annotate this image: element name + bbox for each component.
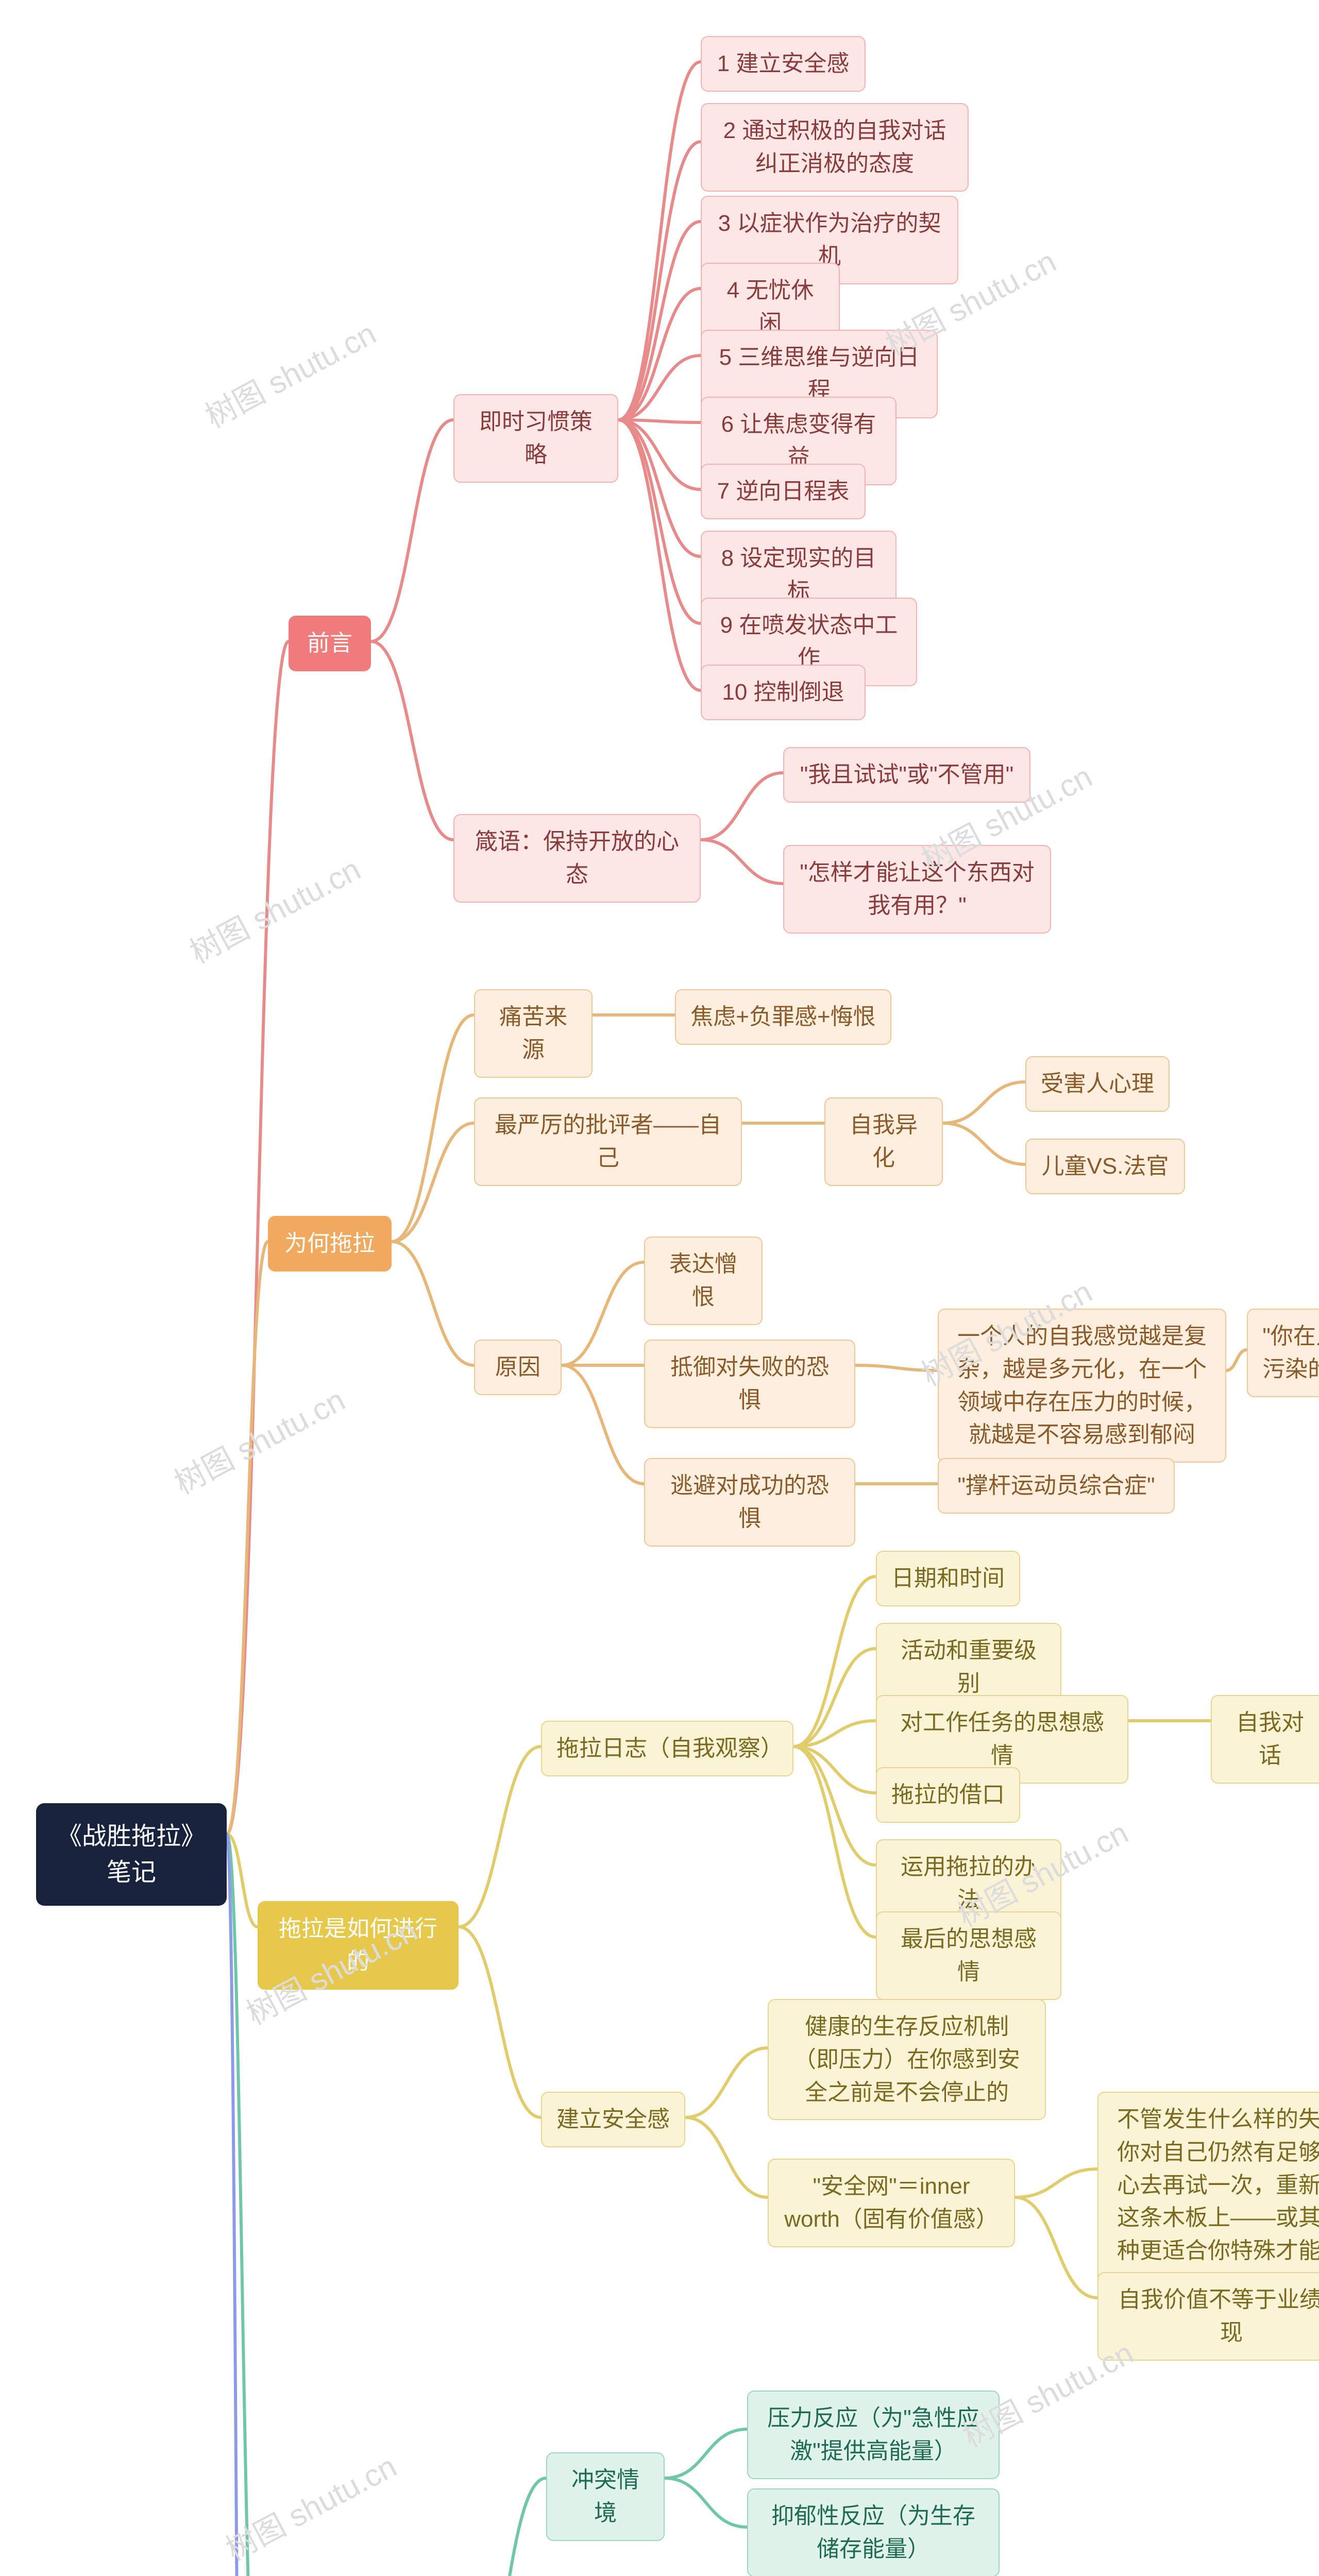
edge bbox=[701, 840, 783, 884]
edge bbox=[464, 2478, 546, 2576]
root-node[interactable]: 《战胜拖拉》笔记 bbox=[36, 1803, 227, 1906]
edge bbox=[618, 420, 701, 489]
watermark: 树图 shutu.cn bbox=[217, 2442, 403, 2569]
branch-header[interactable]: 拖拉是如何进行的 bbox=[258, 1901, 459, 1990]
edge bbox=[227, 1242, 268, 1834]
edge bbox=[618, 289, 701, 420]
mindmap-node[interactable]: 最严厉的批评者——自己 bbox=[474, 1097, 742, 1186]
edge bbox=[793, 1649, 876, 1747]
mindmap-node[interactable]: 儿童VS.法官 bbox=[1025, 1139, 1185, 1194]
mindmap-node[interactable]: "我且试试"或"不管用" bbox=[783, 747, 1030, 803]
mindmap-node[interactable]: 焦虑+负罪感+悔恨 bbox=[675, 989, 891, 1045]
edge bbox=[562, 1365, 644, 1484]
mindmap-node[interactable]: 表达憎恨 bbox=[644, 1236, 763, 1325]
mindmap-node[interactable]: 自我异化 bbox=[824, 1097, 943, 1186]
mindmap-node[interactable]: 箴语：保持开放的心态 bbox=[453, 814, 701, 903]
edge bbox=[371, 641, 453, 840]
mindmap-node[interactable]: 自我对话 bbox=[1211, 1695, 1319, 1784]
mindmap-node[interactable]: "你在人生中拥有这些不受污染的领域可以用作缓冲" bbox=[1247, 1309, 1319, 1397]
edge bbox=[618, 142, 701, 420]
mindmap-node[interactable]: 痛苦来源 bbox=[474, 989, 593, 1078]
mindmap-node[interactable]: 抵御对失败的恐惧 bbox=[644, 1340, 855, 1428]
edge bbox=[665, 2478, 747, 2527]
edge bbox=[618, 355, 701, 420]
mindmap-node[interactable]: 原因 bbox=[474, 1340, 562, 1395]
mindmap-node[interactable]: 1 建立安全感 bbox=[701, 36, 866, 92]
edge bbox=[855, 1365, 938, 1370]
edge bbox=[1015, 2197, 1097, 2298]
mindmap-node[interactable]: 建立安全感 bbox=[541, 2092, 685, 2147]
edge bbox=[618, 420, 701, 690]
mindmap-node[interactable]: "撑杆运动员综合症" bbox=[938, 1458, 1175, 1514]
mindmap-node[interactable]: 2 通过积极的自我对话纠正消极的态度 bbox=[701, 103, 969, 192]
edge bbox=[371, 420, 453, 641]
edge bbox=[943, 1082, 1025, 1123]
mindmap-node[interactable]: 拖拉的借口 bbox=[876, 1767, 1020, 1823]
mindmap-node[interactable]: 一个人的自我感觉越是复杂，越是多元化，在一个领域中存在压力的时候，就越是不容易感… bbox=[938, 1309, 1226, 1463]
edge bbox=[701, 773, 783, 840]
mindmap-node[interactable]: 受害人心理 bbox=[1025, 1056, 1170, 1112]
edge bbox=[665, 2429, 747, 2478]
edge bbox=[618, 420, 701, 623]
mindmap-node[interactable]: 健康的生存反应机制（即压力）在你感到安全之前是不会停止的 bbox=[768, 1999, 1046, 2120]
edge bbox=[392, 1015, 474, 1242]
watermark: 树图 shutu.cn bbox=[181, 845, 367, 972]
mindmap-canvas: 《战胜拖拉》笔记 前言 即时习惯策略 1 建立安全感 2 通过积极的自我对话纠正消极的态… bbox=[0, 0, 1319, 2576]
mindmap-node[interactable]: "安全网"＝inner worth（固有价值感） bbox=[768, 2159, 1015, 2247]
edge bbox=[459, 1927, 541, 2117]
watermark: 树图 shutu.cn bbox=[165, 1376, 352, 1503]
edge bbox=[459, 1747, 541, 1927]
edge bbox=[685, 2117, 768, 2197]
mindmap-node[interactable]: 抑郁性反应（为生存储存能量） bbox=[747, 2488, 1000, 2576]
mindmap-node[interactable]: 10 控制倒退 bbox=[701, 665, 866, 720]
mindmap-node[interactable]: 即时习惯策略 bbox=[453, 394, 618, 483]
edge bbox=[793, 1747, 876, 1937]
mindmap-node[interactable]: 逃避对成功的恐惧 bbox=[644, 1458, 855, 1547]
edge bbox=[793, 1721, 876, 1747]
branch-header[interactable]: 前言 bbox=[289, 616, 371, 671]
edge bbox=[392, 1123, 474, 1242]
edge bbox=[227, 1834, 258, 1927]
branch-header[interactable]: 为何拖拉 bbox=[268, 1216, 392, 1272]
watermark: 树图 shutu.cn bbox=[196, 309, 383, 436]
edge bbox=[685, 2048, 768, 2117]
mindmap-node[interactable]: 冲突情境 bbox=[546, 2452, 665, 2541]
mindmap-node[interactable]: 7 逆向日程表 bbox=[701, 464, 866, 519]
edge bbox=[1226, 1350, 1247, 1370]
edge bbox=[618, 420, 701, 422]
edge bbox=[1015, 2169, 1097, 2197]
edge bbox=[618, 62, 701, 420]
mindmap-node[interactable]: 自我价值不等于业绩表现 bbox=[1097, 2272, 1319, 2361]
edge bbox=[227, 1834, 247, 2576]
edge bbox=[793, 1747, 876, 1865]
edge bbox=[227, 1834, 258, 2576]
mindmap-node[interactable]: 最后的思想感情 bbox=[876, 1911, 1061, 2000]
edge bbox=[793, 1747, 876, 1793]
mindmap-node[interactable]: "怎样才能让这个东西对我有用？" bbox=[783, 845, 1051, 934]
edge bbox=[392, 1242, 474, 1365]
mindmap-node[interactable]: 日期和时间 bbox=[876, 1551, 1020, 1606]
edge bbox=[562, 1262, 644, 1365]
mindmap-node[interactable]: 压力反应（为"急性应激"提供高能量） bbox=[747, 2391, 1000, 2479]
edge bbox=[618, 420, 701, 556]
edge bbox=[793, 1577, 876, 1747]
mindmap-node[interactable]: 拖拉日志（自我观察） bbox=[541, 1721, 793, 1776]
edge bbox=[943, 1123, 1025, 1164]
edge bbox=[618, 222, 701, 420]
